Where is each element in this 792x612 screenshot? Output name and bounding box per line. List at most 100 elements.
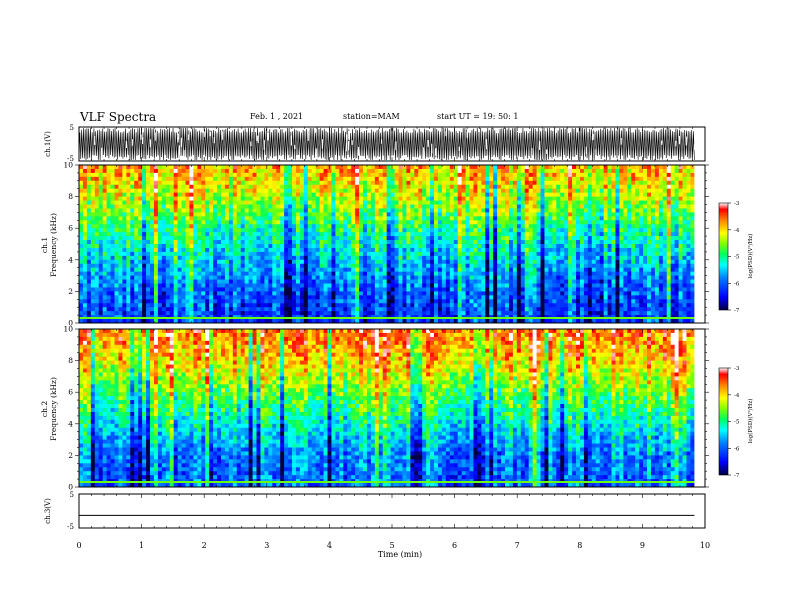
spectrogram-cell (98, 204, 104, 209)
spectrogram-cell (390, 172, 395, 178)
spectrogram-cell (493, 208, 498, 213)
spectrogram-cell (394, 267, 399, 273)
spectrogram-cell (394, 232, 399, 237)
spectrogram-cell (94, 283, 100, 288)
spectrogram-cell (611, 244, 616, 249)
spectrogram-cell (217, 216, 222, 221)
spectrogram-cell (311, 251, 317, 257)
spectrogram-cell (576, 196, 581, 201)
spectrogram-cell (662, 220, 668, 225)
spectrogram-cell (189, 247, 194, 253)
spectrogram-cell (623, 255, 628, 261)
spectrogram-cell (323, 208, 328, 213)
spectrogram-cell (382, 255, 388, 261)
spectrogram-cell (126, 232, 131, 237)
spectrogram-cell (311, 271, 317, 276)
spectrogram-cell (311, 165, 317, 170)
spectrogram-cell (512, 240, 518, 245)
spectrogram-cell (126, 168, 131, 174)
spectrogram-cell (114, 259, 119, 265)
spectrogram-cell (422, 275, 427, 280)
spectrogram-cell (189, 259, 194, 265)
spectrogram-cell (587, 208, 593, 213)
spectrogram-cell (587, 224, 593, 229)
spectrogram-cell (591, 267, 597, 273)
spectrogram-cell (248, 236, 253, 241)
spectrogram-cell (489, 224, 494, 229)
spectrogram-cell (303, 275, 309, 280)
spectrogram-cell (615, 196, 620, 201)
spectrogram-cell (264, 279, 269, 284)
spectrogram-cell (635, 200, 640, 205)
spectrogram-cell (161, 251, 167, 257)
spectrogram-cell (583, 259, 589, 265)
spectrogram-cell (595, 220, 601, 225)
spectrogram-cell (217, 263, 222, 269)
spectrogram-cell (402, 255, 407, 261)
spectrogram-cell (268, 208, 273, 213)
spectrogram-cell (457, 275, 463, 280)
spectrogram-cell (623, 259, 628, 265)
spectrogram-cell (682, 220, 687, 225)
spectrogram-cell (572, 263, 577, 269)
spectrogram-cell (386, 180, 392, 186)
spectrogram-cell (102, 271, 108, 276)
spectrogram-cell (643, 220, 648, 225)
spectrogram-cell (98, 271, 104, 276)
spectrogram-cell (351, 263, 356, 269)
spectrogram-cell (260, 275, 265, 280)
spectrogram-cell (548, 275, 553, 280)
spectrogram-cell (169, 165, 175, 170)
trace-gap (675, 140, 677, 147)
spectrogram-cell (118, 208, 123, 213)
spectrogram-cell (130, 165, 135, 170)
spectrogram-cell (544, 172, 549, 178)
spectrogram-cell (477, 188, 482, 194)
spectrogram-cell (90, 216, 96, 221)
spectrogram-cell (374, 180, 380, 186)
spectrogram-cell (501, 220, 506, 225)
spectrogram-cell (414, 196, 419, 201)
spectrogram-cell (647, 220, 652, 225)
spectrogram-cell (418, 212, 423, 217)
spectrogram-cell (414, 240, 419, 245)
spectrogram-cell (378, 232, 384, 237)
spectrogram-cell (437, 168, 443, 174)
spectrogram-cell (331, 247, 336, 253)
spectrogram-cell (512, 212, 518, 217)
spectrogram-cell (280, 228, 285, 233)
spectrogram-cell (414, 275, 419, 280)
spectrogram-cell (406, 267, 411, 273)
spectrogram-cell (402, 259, 407, 265)
spectrogram-cell (595, 176, 601, 182)
spectrogram-cell (678, 200, 683, 205)
spectrogram-cell (122, 267, 127, 273)
spectrogram-cell (319, 267, 324, 273)
spectrogram-cell (335, 196, 340, 201)
spectrogram-cell (461, 232, 466, 237)
spectrogram-cell (79, 244, 84, 249)
spectrogram-cell (508, 208, 514, 213)
spectrogram-cell (449, 208, 455, 213)
spectrogram-cell (197, 263, 202, 269)
spectrogram-cell (410, 255, 415, 261)
spectrogram-cell (654, 263, 660, 269)
spectrogram-cell (146, 204, 151, 209)
spectrogram-cell (221, 259, 226, 265)
spectrogram-cell (185, 180, 190, 186)
spectrogram-cell (102, 180, 108, 186)
spectrogram-cell (86, 251, 92, 257)
spectrogram-cell (576, 271, 581, 276)
spectrogram-cell (110, 184, 115, 190)
spectrogram-cell (374, 188, 380, 194)
spectrogram-cell (114, 172, 119, 178)
spectrogram-cell (441, 236, 447, 241)
spectrogram-cell (114, 212, 119, 217)
spectrogram-cell (248, 224, 253, 229)
spectrogram-cell (457, 236, 463, 241)
spectrogram-cell (260, 165, 265, 170)
spectrogram-cell (568, 184, 573, 190)
spectrogram-cell (106, 244, 111, 249)
spectrogram-cell (177, 212, 182, 217)
spectrogram-cell (217, 244, 222, 249)
